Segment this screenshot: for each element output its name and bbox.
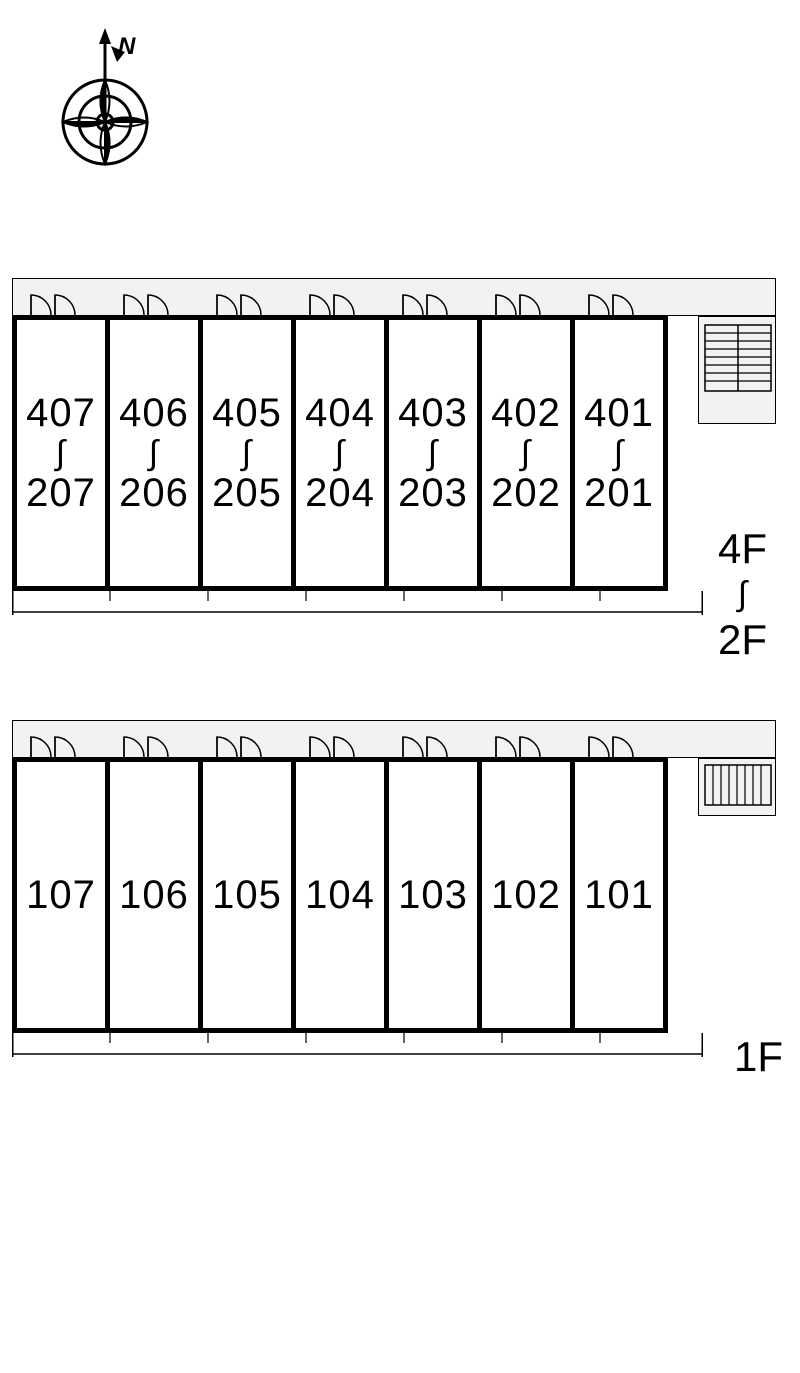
door-swings-icon	[13, 279, 777, 317]
tilde-icon: ∫	[242, 436, 252, 470]
unit-label-top: 406	[119, 390, 189, 436]
balcony-lower	[12, 1033, 703, 1057]
unit-cell: 107	[12, 757, 110, 1033]
unit-cell: 104	[291, 757, 389, 1033]
unit-cell: 405 ∫ 205	[198, 315, 296, 591]
tilde-icon: ∫	[718, 574, 767, 615]
unit-label: 107	[26, 872, 96, 918]
door-swings-icon	[13, 721, 777, 759]
unit-label-top: 401	[584, 390, 654, 436]
units-row-lower: 107 106 105 104 103 102 101	[12, 757, 776, 1033]
unit-cell: 404 ∫ 204	[291, 315, 389, 591]
tilde-icon: ∫	[335, 436, 345, 470]
corridor-upper	[12, 278, 776, 316]
tilde-icon: ∫	[521, 436, 531, 470]
unit-label-bottom: 206	[119, 470, 189, 516]
unit-label-top: 404	[305, 390, 375, 436]
unit-label-bottom: 202	[491, 470, 561, 516]
unit-label-top: 402	[491, 390, 561, 436]
unit-label-bottom: 203	[398, 470, 468, 516]
unit-label: 106	[119, 872, 189, 918]
unit-cell: 401 ∫ 201	[570, 315, 668, 591]
unit-label-bottom: 205	[212, 470, 282, 516]
unit-cell: 102	[477, 757, 575, 1033]
floor-label-upper: 4F ∫ 2F	[718, 524, 767, 666]
stairs-lower	[698, 758, 776, 816]
floor-block-lower: 107106105104103102101 1F	[12, 720, 776, 1057]
unit-cell: 103	[384, 757, 482, 1033]
floor-label-lower: 1F	[734, 1032, 783, 1082]
tilde-icon: ∫	[56, 436, 66, 470]
unit-label-bottom: 204	[305, 470, 375, 516]
unit-label-top: 403	[398, 390, 468, 436]
stairs-icon	[699, 759, 777, 817]
unit-cell: 105	[198, 757, 296, 1033]
stairs-upper	[698, 316, 776, 424]
floor-label-bottom: 2F	[718, 616, 767, 663]
page: N	[0, 0, 800, 1373]
tilde-icon: ∫	[428, 436, 438, 470]
unit-label: 101	[584, 872, 654, 918]
floor-label-text: 1F	[734, 1033, 783, 1080]
unit-label: 103	[398, 872, 468, 918]
compass-icon: N	[40, 22, 170, 207]
unit-label-bottom: 201	[584, 470, 654, 516]
unit-cell: 403 ∫ 203	[384, 315, 482, 591]
unit-cell: 406 ∫ 206	[105, 315, 203, 591]
unit-cell: 101	[570, 757, 668, 1033]
balcony-upper	[12, 591, 703, 615]
floor-label-top: 4F	[718, 525, 767, 572]
units-row-upper: 407 ∫ 207406 ∫ 206405 ∫ 205404 ∫ 204403 …	[12, 315, 776, 591]
unit-label: 105	[212, 872, 282, 918]
tilde-icon: ∫	[149, 436, 159, 470]
unit-label-top: 407	[26, 390, 96, 436]
unit-label: 104	[305, 872, 375, 918]
unit-cell: 407 ∫ 207	[12, 315, 110, 591]
unit-label-top: 405	[212, 390, 282, 436]
stairs-icon	[699, 317, 777, 425]
unit-cell: 402 ∫ 202	[477, 315, 575, 591]
unit-label: 102	[491, 872, 561, 918]
tilde-icon: ∫	[614, 436, 624, 470]
floor-block-upper: 407 ∫ 207406 ∫ 206405 ∫ 205404 ∫ 204403 …	[12, 278, 776, 615]
unit-cell: 106	[105, 757, 203, 1033]
unit-label-bottom: 207	[26, 470, 96, 516]
corridor-lower	[12, 720, 776, 758]
